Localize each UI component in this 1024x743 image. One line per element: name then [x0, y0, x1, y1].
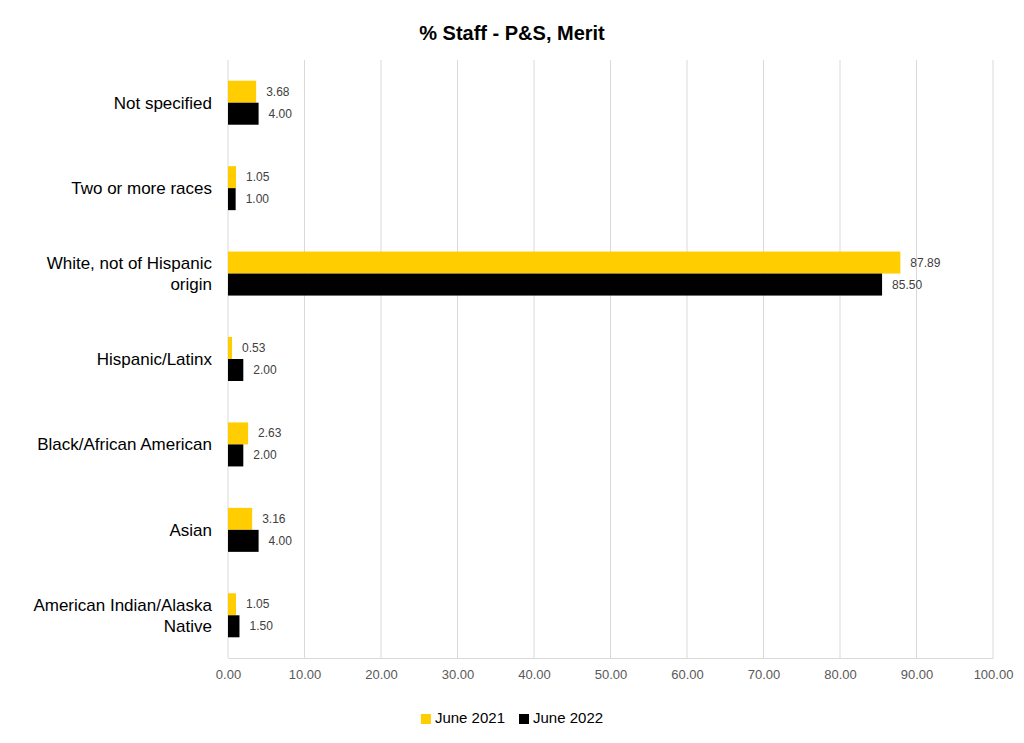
data-label: 85.50 — [892, 278, 922, 292]
data-label: 1.05 — [246, 170, 270, 184]
tick: 70.00 — [748, 658, 781, 682]
bars — [228, 81, 900, 638]
tick-label: 90.00 — [901, 667, 934, 682]
category-label: Asian — [169, 521, 212, 540]
tick-label: 40.00 — [518, 667, 551, 682]
data-label: 1.00 — [246, 192, 270, 206]
grid-line — [381, 60, 382, 658]
data-label: 2.63 — [258, 426, 282, 440]
legend-swatch — [421, 714, 431, 724]
legend-item: June 2022 — [519, 709, 603, 726]
tick-label: 100.00 — [974, 667, 1014, 682]
grid-line — [610, 60, 611, 658]
grid-line — [687, 60, 688, 658]
grid-line — [457, 60, 458, 658]
tick-label: 20.00 — [365, 667, 398, 682]
data-label: 87.89 — [910, 256, 940, 270]
bar — [228, 103, 259, 125]
data-labels: 3.68 1.05 87.89 0.53 2.63 3.16 1.05 4.00 1.00 85.… — [242, 85, 941, 634]
grid-line — [304, 60, 305, 658]
category-label: American Indian/AlaskaNative — [33, 596, 212, 636]
tick: 80.00 — [824, 658, 857, 682]
category-label: Two or more races — [71, 179, 212, 198]
bar — [228, 252, 900, 274]
tick-label: 0.00 — [216, 667, 241, 682]
data-label: 4.00 — [269, 534, 293, 548]
grid-line — [840, 60, 841, 658]
bar — [228, 508, 252, 530]
data-label: 3.16 — [262, 512, 286, 526]
bar — [228, 81, 256, 103]
bar — [228, 444, 243, 466]
bar — [228, 530, 259, 552]
tick: 30.00 — [442, 658, 475, 682]
tick-label: 60.00 — [671, 667, 704, 682]
category-label: White, not of Hispanicorigin — [47, 254, 213, 294]
title: % Staff - P&S, Merit — [419, 22, 605, 44]
bar — [228, 593, 236, 615]
grid-line — [534, 60, 535, 658]
chart: % Staff - P&S, Merit 0.00 10.00 20.00 30.00 4… — [0, 0, 1024, 743]
tick-label: 30.00 — [442, 667, 475, 682]
tick-label: 10.00 — [289, 667, 322, 682]
category-label: Hispanic/Latinx — [97, 350, 213, 369]
legend-item: June 2021 — [421, 709, 505, 726]
bar — [228, 422, 248, 444]
grid-line — [916, 60, 917, 658]
category-label: Not specified — [114, 94, 212, 113]
plot: 0.00 10.00 20.00 30.00 40.00 50.00 60.00 70.00 8… — [33, 60, 1013, 682]
tick: 90.00 — [901, 658, 934, 682]
legend-label: June 2022 — [533, 709, 603, 726]
bar — [228, 337, 232, 359]
data-label: 1.50 — [249, 619, 273, 633]
data-label: 2.00 — [253, 448, 277, 462]
tick: 20.00 — [365, 658, 398, 682]
data-label: 2.00 — [253, 363, 277, 377]
tick: 60.00 — [671, 658, 704, 682]
x-axis: 0.00 10.00 20.00 30.00 40.00 50.00 60.00 70.00 8… — [216, 658, 1014, 682]
data-label: 1.05 — [246, 597, 270, 611]
axis-line — [229, 658, 994, 659]
bar — [228, 359, 243, 381]
category-label: Black/African American — [37, 435, 212, 454]
tick-label: 50.00 — [595, 667, 628, 682]
data-label: 4.00 — [269, 107, 293, 121]
tick: 100.00 — [974, 658, 1014, 682]
grid — [228, 60, 993, 658]
y-axis: Not specified Two or more races White, not… — [33, 94, 212, 636]
bar — [228, 188, 236, 210]
tick: 10.00 — [289, 658, 322, 682]
data-label: 0.53 — [242, 341, 266, 355]
legend-swatch — [519, 714, 529, 724]
tick: 40.00 — [518, 658, 551, 682]
bar — [228, 274, 882, 296]
tick-label: 80.00 — [824, 667, 857, 682]
tick: 50.00 — [595, 658, 628, 682]
bar — [228, 166, 236, 188]
grid-line — [993, 60, 994, 658]
legend-label: June 2021 — [435, 709, 505, 726]
bar — [228, 615, 239, 637]
legend: June 2021 June 2022 — [421, 709, 603, 726]
tick: 0.00 — [216, 658, 241, 682]
grid-line — [763, 60, 764, 658]
data-label: 3.68 — [266, 85, 290, 99]
tick-label: 70.00 — [748, 667, 781, 682]
